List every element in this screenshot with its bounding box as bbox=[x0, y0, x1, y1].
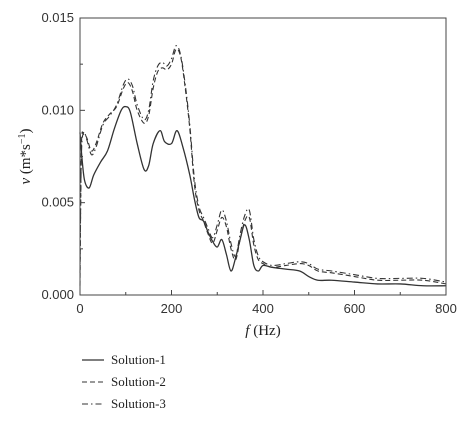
legend: Solution-1 Solution-2 Solution-3 bbox=[82, 352, 166, 411]
series-line-solution-3 bbox=[79, 45, 447, 283]
y-axis-symbol: v bbox=[18, 178, 34, 185]
x-axis-symbol: f bbox=[245, 323, 251, 339]
legend-label-solution-3: Solution-3 bbox=[111, 396, 166, 411]
x-tick-label: 0 bbox=[76, 301, 83, 316]
y-tick-label: 0.005 bbox=[41, 195, 74, 210]
x-tick-label: 400 bbox=[252, 301, 274, 316]
x-tick-label: 600 bbox=[344, 301, 366, 316]
y-tick-label: 0.010 bbox=[41, 102, 74, 117]
legend-label-solution-2: Solution-2 bbox=[111, 374, 166, 389]
axes-frame bbox=[79, 17, 447, 296]
y-axis-ticks: 0.000 0.005 0.010 0.015 bbox=[41, 10, 85, 302]
x-tick-label: 200 bbox=[161, 301, 183, 316]
y-tick-label: 0.000 bbox=[41, 287, 74, 302]
y-axis-unit-base: (m*s bbox=[18, 144, 34, 178]
x-axis-title: f (Hz) bbox=[245, 323, 280, 339]
y-axis-unit-exponent: −1 bbox=[17, 133, 28, 144]
x-tick-label: 800 bbox=[435, 301, 457, 316]
series-line-solution-2 bbox=[79, 48, 447, 286]
y-tick-label: 0.015 bbox=[41, 10, 74, 25]
series-line-solution-1 bbox=[79, 105, 447, 287]
y-axis-title: v (m*s−1) bbox=[17, 128, 35, 184]
x-axis-unit: (Hz) bbox=[249, 323, 280, 339]
legend-label-solution-1: Solution-1 bbox=[111, 352, 166, 367]
x-axis-ticks: 0 200 400 600 800 bbox=[76, 290, 457, 316]
y-axis-unit-close: ) bbox=[18, 128, 34, 133]
series-group bbox=[79, 45, 447, 287]
